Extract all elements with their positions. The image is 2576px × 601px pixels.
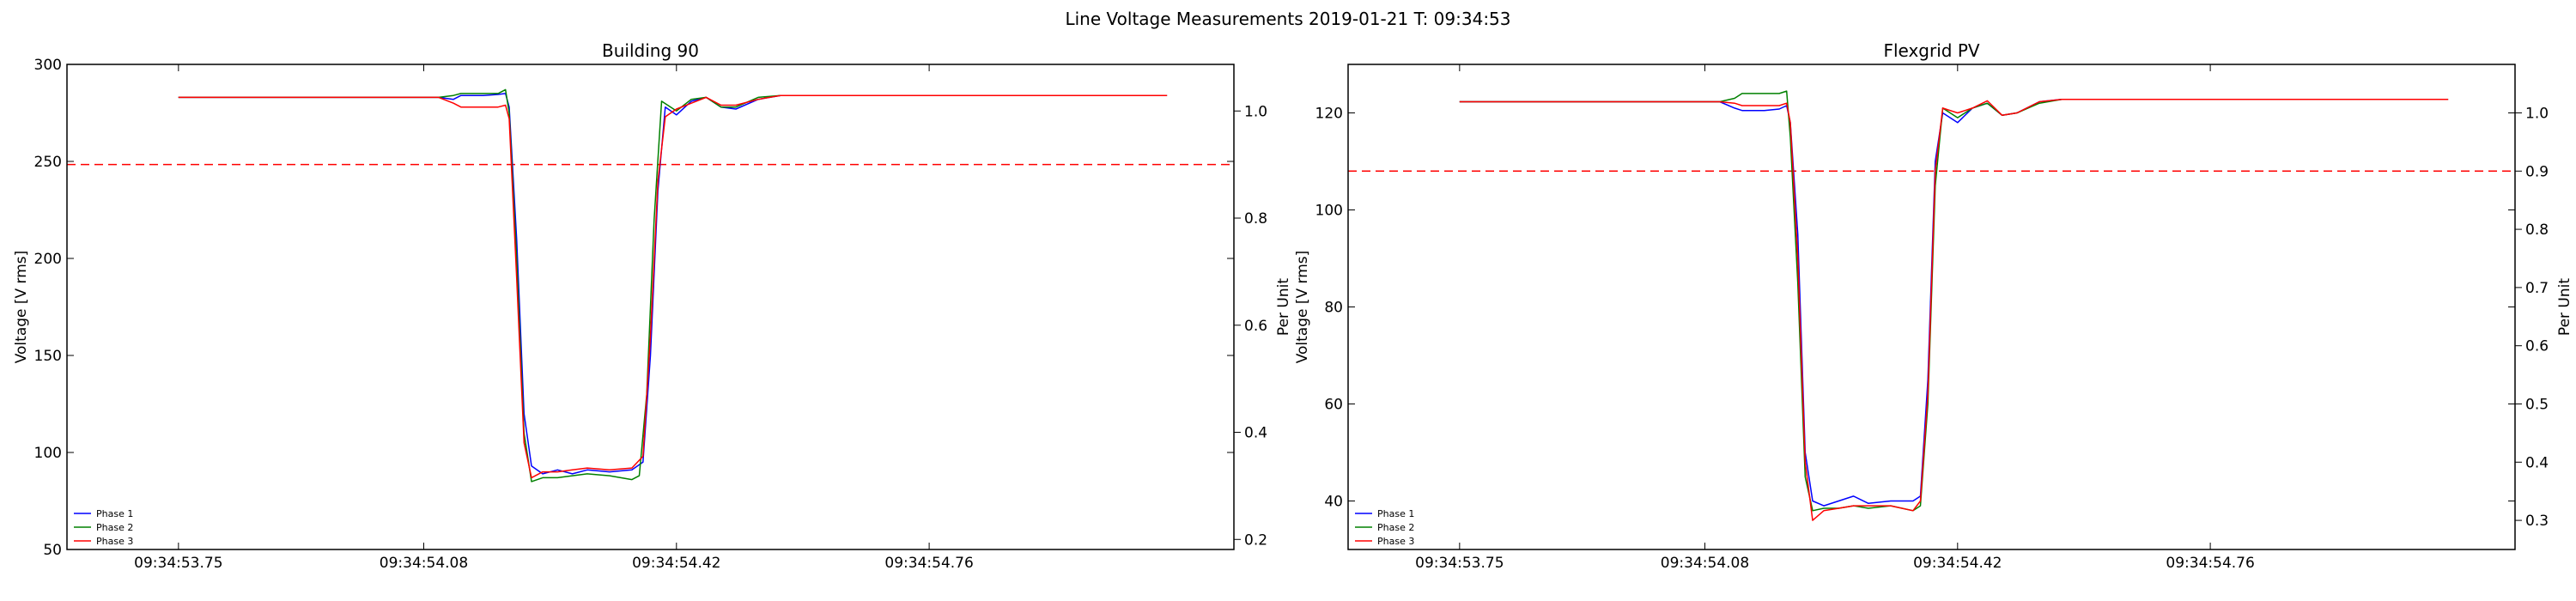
- x-tick-label: 09:34:54.42: [632, 555, 720, 572]
- y2-tick-label: 0.5: [2525, 396, 2549, 413]
- x-tick-label: 09:34:53.75: [1415, 555, 1504, 572]
- y-tick-label: 60: [1324, 397, 1343, 414]
- y2-tick-label: 0.6: [1244, 318, 1267, 335]
- panel-title: Flexgrid PV: [1883, 40, 1979, 61]
- legend: Phase 1 Phase 2 Phase 3: [1355, 508, 1414, 547]
- y2-tick-label: 0.8: [2525, 222, 2549, 239]
- x-tick-label: 09:34:54.76: [884, 555, 973, 572]
- y-axis-label: Voltage [V rms]: [1294, 251, 1311, 364]
- y-tick-label: 80: [1324, 300, 1343, 317]
- series-line-phase-3: [178, 94, 1168, 479]
- x-tick-label: 09:34:53.75: [134, 555, 222, 572]
- x-tick-label: 09:34:54.42: [1913, 555, 2002, 572]
- y-tick-label: 40: [1324, 494, 1343, 511]
- x-tick-label: 09:34:54.08: [1661, 555, 1749, 572]
- series-line-phase-1: [1459, 98, 2449, 507]
- y-tick-label: 300: [34, 57, 62, 74]
- y2-tick-label: 0.2: [1244, 531, 1267, 549]
- series-line-phase-1: [178, 93, 1168, 475]
- y2-axis-label: Per Unit: [1275, 278, 1292, 336]
- y2-tick-label: 0.7: [2525, 280, 2549, 297]
- y2-tick-label: 1.0: [2525, 105, 2549, 122]
- y-tick-label: 200: [34, 251, 62, 268]
- legend-label: Phase 1: [1377, 508, 1414, 519]
- series-group: [1459, 90, 2449, 521]
- y2-tick-label: 0.3: [2525, 513, 2549, 530]
- legend-label: Phase 3: [1377, 536, 1414, 547]
- y2-axis-label: Per Unit: [2556, 278, 2573, 336]
- series-group: [178, 88, 1168, 483]
- x-tick-label: 09:34:54.76: [2166, 555, 2254, 572]
- chart-building-90: Building 90 50 100 150 200 250 300 0.2 0.4 0.6 0.8…: [13, 40, 1292, 572]
- y-tick-label: 250: [34, 154, 62, 171]
- y2-tick-label: 0.4: [2525, 454, 2549, 471]
- series-line-phase-2: [178, 88, 1168, 483]
- figure-title: Line Voltage Measurements 2019-01-21 T: …: [1065, 9, 1510, 29]
- y-tick-label: 120: [1315, 106, 1343, 123]
- chart-flexgrid-pv: Flexgrid PV 40 60 80 100 120 0.3 0.4 0.5 0.6 0.7 0.…: [1294, 40, 2573, 572]
- y2-tick-label: 0.8: [1244, 210, 1267, 228]
- legend-label: Phase 2: [1377, 522, 1414, 533]
- y2-tick-label: 0.4: [1244, 425, 1267, 442]
- y2-tick-label: 0.9: [2525, 163, 2549, 180]
- legend-label: Phase 2: [96, 522, 133, 533]
- panel-title: Building 90: [602, 40, 699, 61]
- series-line-phase-2: [1459, 90, 2449, 512]
- y2-tick-label: 0.6: [2525, 338, 2549, 355]
- legend-label: Phase 3: [96, 536, 133, 547]
- series-line-phase-3: [1459, 98, 2449, 521]
- y-tick-label: 100: [1315, 203, 1343, 220]
- plot-frame: [66, 64, 1235, 550]
- y-tick-label: 50: [43, 542, 62, 559]
- x-tick-label: 09:34:54.08: [380, 555, 468, 572]
- legend: Phase 1 Phase 2 Phase 3: [74, 508, 133, 547]
- y-axis-label: Voltage [V rms]: [13, 251, 30, 364]
- y-tick-label: 150: [34, 348, 62, 365]
- y-tick-label: 100: [34, 445, 62, 462]
- y2-tick-label: 1.0: [1244, 103, 1267, 120]
- legend-label: Phase 1: [96, 508, 133, 519]
